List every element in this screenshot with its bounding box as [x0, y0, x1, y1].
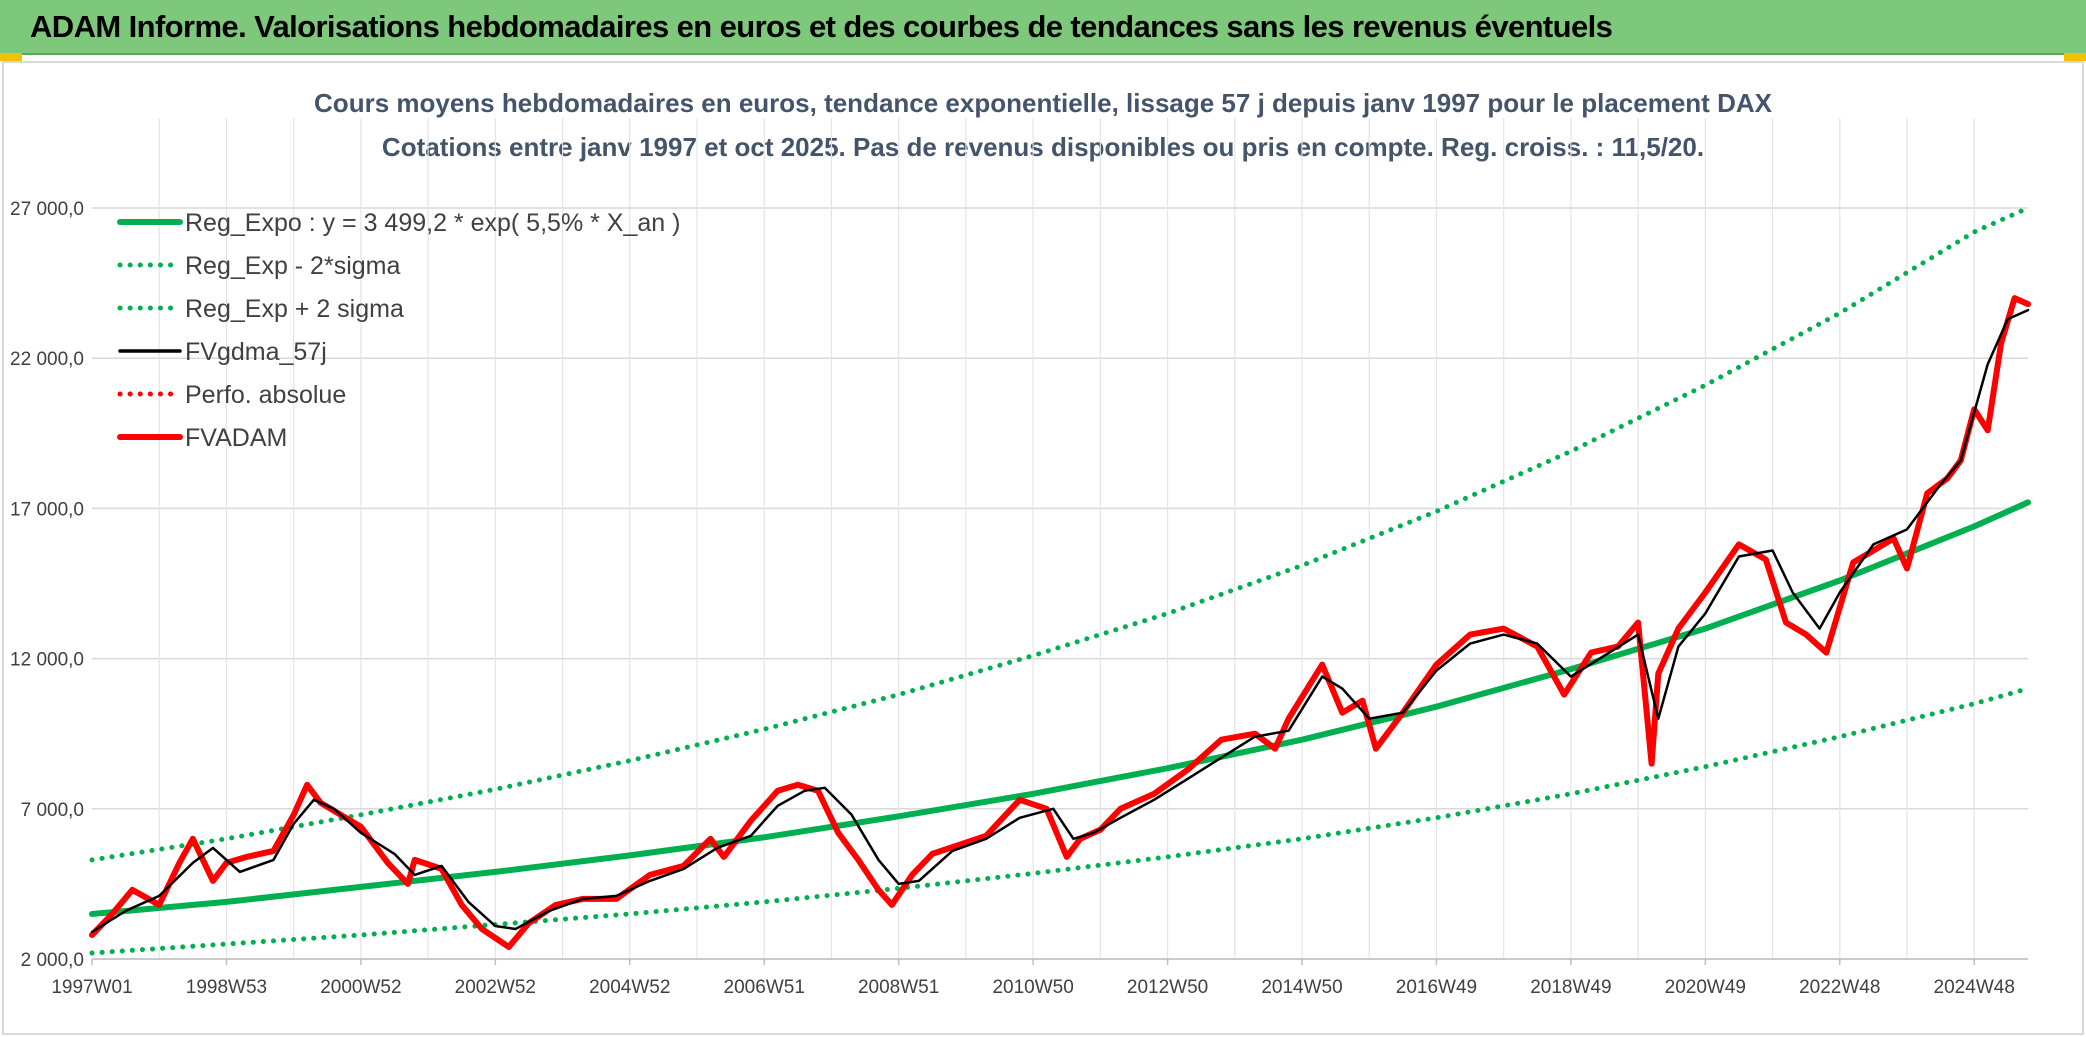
- x-tick-label: 2018W49: [1530, 977, 1611, 998]
- x-tick-label: 1997W01: [51, 977, 132, 998]
- series-line-2: [89, 205, 2031, 863]
- legend-label: FVgdma_57j: [185, 338, 327, 366]
- legend-label: Reg_Expo : y = 3 499,2 * exp( 5,5% * X_a…: [185, 209, 680, 237]
- x-tick-label: 2012W50: [1127, 977, 1208, 998]
- grid: [2, 61, 2084, 1035]
- header-bar: ADAM Informe. Valorisations hebdomadaire…: [0, 0, 2086, 55]
- x-tick-label: 1998W53: [186, 977, 267, 998]
- chart-border: [2, 61, 2084, 1035]
- x-tick-label: 2006W51: [724, 977, 805, 998]
- legend-label: Reg_Exp - 2*sigma: [185, 252, 400, 280]
- x-tick-label: 2016W49: [1396, 977, 1477, 998]
- x-tick-label: 2022W48: [1799, 977, 1880, 998]
- x-tick-label: 2010W50: [992, 977, 1073, 998]
- x-tick-label: 2002W52: [455, 977, 536, 998]
- legend-label: Reg_Exp + 2 sigma: [185, 295, 404, 323]
- y-tick-label: 12 000,0: [10, 650, 84, 671]
- series-line-1: [89, 686, 2031, 956]
- x-tick-label: 2024W48: [1934, 977, 2015, 998]
- y-tick-label: 17 000,0: [10, 499, 84, 520]
- series-line-5: [89, 295, 2031, 950]
- x-tick-label: 2004W52: [589, 977, 670, 998]
- x-tick-label: 2014W50: [1261, 977, 1342, 998]
- x-tick-label: 2020W49: [1665, 977, 1746, 998]
- x-tick-label: 2000W52: [320, 977, 401, 998]
- legend: Reg_Expo : y = 3 499,2 * exp( 5,5% * X_a…: [117, 209, 680, 452]
- corner-mark-left: [0, 53, 22, 61]
- legend-label: Perfo. absolue: [185, 381, 346, 409]
- series-line-3: [90, 308, 2030, 934]
- page-title: ADAM Informe. Valorisations hebdomadaire…: [30, 9, 1613, 44]
- series-layer: [89, 205, 2031, 956]
- x-tick-label: 2008W51: [858, 977, 939, 998]
- y-tick-label: 7 000,0: [21, 800, 84, 821]
- legend-label: FVADAM: [185, 424, 287, 452]
- y-tick-label: 2 000,0: [21, 950, 84, 971]
- axes: 2 000,0 7 000,0 12 000,0 17 000,0 22 000,0 27…: [10, 199, 2028, 998]
- chart-title-line1: Cours moyens hebdomadaires en euros, ten…: [314, 88, 1773, 118]
- corner-mark-right: [2064, 53, 2086, 61]
- y-tick-label: 27 000,0: [10, 199, 84, 220]
- series-line-0: [89, 499, 2031, 917]
- chart-title-line2: Cotations entre janv 1997 et oct 2025. P…: [382, 132, 1704, 162]
- y-tick-label: 22 000,0: [10, 349, 84, 370]
